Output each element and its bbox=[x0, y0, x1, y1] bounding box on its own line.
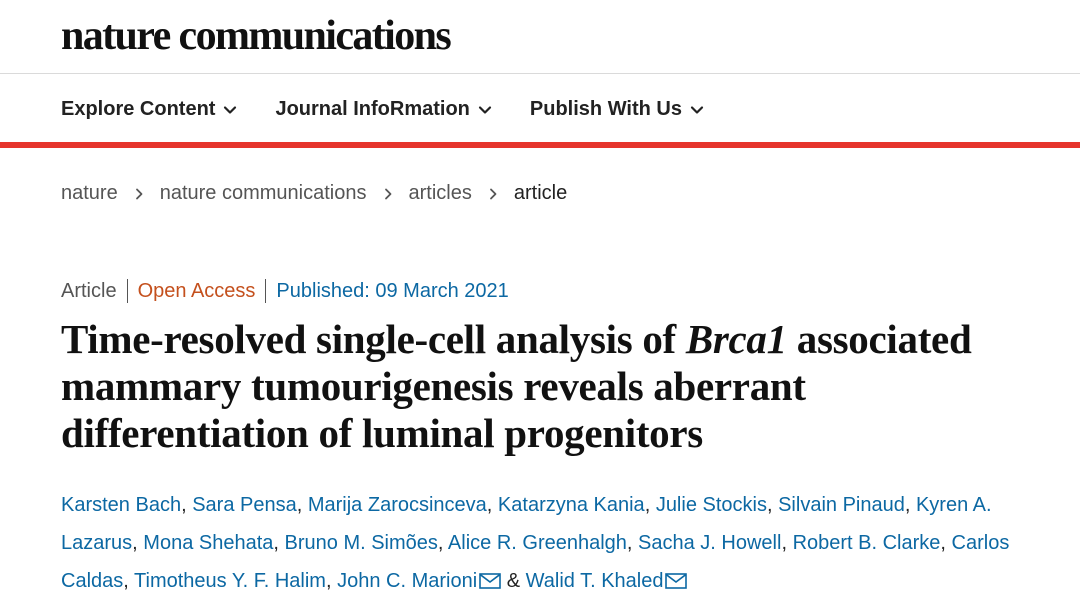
nav-item-label: Publish With Us bbox=[529, 98, 682, 120]
meta-divider bbox=[265, 279, 267, 303]
chevron-down-icon bbox=[690, 105, 704, 114]
breadcrumb-link-nature[interactable]: nature bbox=[61, 182, 118, 204]
nav-item-journal-information[interactable]: Journal InfoRmation bbox=[275, 98, 493, 121]
title-text-start: Time-resolved single-cell analysis of bbox=[61, 316, 686, 362]
author-link[interactable]: Silvain Pinaud bbox=[778, 494, 905, 516]
author-link[interactable]: Julie Stockis bbox=[655, 494, 767, 516]
nav-item-label: Explore Content bbox=[61, 98, 216, 120]
main-nav: Explore Content Journal InfoRmation Publ… bbox=[0, 74, 1080, 148]
open-access-badge: Open Access bbox=[137, 279, 256, 302]
meta-divider bbox=[126, 279, 128, 303]
breadcrumb-link-nature-communications[interactable]: nature communications bbox=[159, 182, 367, 204]
author-link[interactable]: Karsten Bach bbox=[61, 494, 182, 516]
published-date: Published: 09 March 2021 bbox=[276, 279, 509, 302]
author-link[interactable]: Katarzyna Kania bbox=[497, 494, 645, 516]
author-conjunction: & bbox=[506, 570, 521, 592]
mail-icon[interactable] bbox=[665, 573, 688, 589]
masthead: nature communications bbox=[0, 0, 1080, 74]
author-link[interactable]: Robert B. Clarke bbox=[792, 532, 941, 554]
breadcrumb: nature nature communications articles ar… bbox=[61, 182, 567, 205]
nav-list: Explore Content Journal InfoRmation Publ… bbox=[61, 98, 742, 121]
nav-item-label: Journal InfoRmation bbox=[275, 98, 470, 120]
article-meta: Article Open Access Published: 09 March … bbox=[61, 279, 509, 303]
article-title: Time-resolved single-cell analysis of Br… bbox=[61, 316, 1051, 457]
author-link[interactable]: John C. Marioni bbox=[337, 570, 478, 592]
author-link[interactable]: Bruno M. Simões bbox=[284, 532, 438, 554]
author-link[interactable]: Kyren A. Lazarus bbox=[61, 494, 992, 554]
author-link[interactable]: Mona Shehata bbox=[143, 532, 274, 554]
chevron-down-icon bbox=[478, 105, 492, 114]
mail-icon[interactable] bbox=[479, 573, 501, 589]
author-link[interactable]: Sacha J. Howell bbox=[638, 532, 782, 554]
author-link[interactable]: Sara Pensa bbox=[192, 494, 297, 516]
author-link[interactable]: Walid T. Khaled bbox=[525, 570, 664, 592]
author-link[interactable]: Carlos Caldas bbox=[61, 532, 1010, 592]
chevron-down-icon bbox=[224, 105, 237, 114]
breadcrumb-link-articles[interactable]: articles bbox=[408, 182, 472, 204]
chevron-right-icon bbox=[135, 188, 143, 199]
article-type: Article bbox=[61, 279, 117, 302]
title-text-end: associated mammary tumourigenesis reveal… bbox=[61, 316, 972, 456]
author-link[interactable]: Alice R. Greenhalgh bbox=[447, 532, 627, 554]
author-link[interactable]: Timotheus Y. F. Halim bbox=[134, 570, 326, 592]
site-logo[interactable]: nature communications bbox=[61, 13, 452, 59]
chevron-right-icon bbox=[384, 188, 391, 199]
author-link[interactable]: Marija Zarocsinceva bbox=[307, 494, 487, 516]
title-gene-name: Brca1 bbox=[685, 316, 787, 362]
nav-item-publish-with-us[interactable]: Publish With Us bbox=[530, 98, 706, 121]
chevron-right-icon bbox=[489, 188, 497, 199]
breadcrumb-current: article bbox=[513, 182, 568, 204]
nav-item-explore-content[interactable]: Explore Content bbox=[61, 98, 239, 121]
author-list: Karsten Bach, Sara Pensa, Marija Zarocsi… bbox=[61, 494, 1010, 592]
